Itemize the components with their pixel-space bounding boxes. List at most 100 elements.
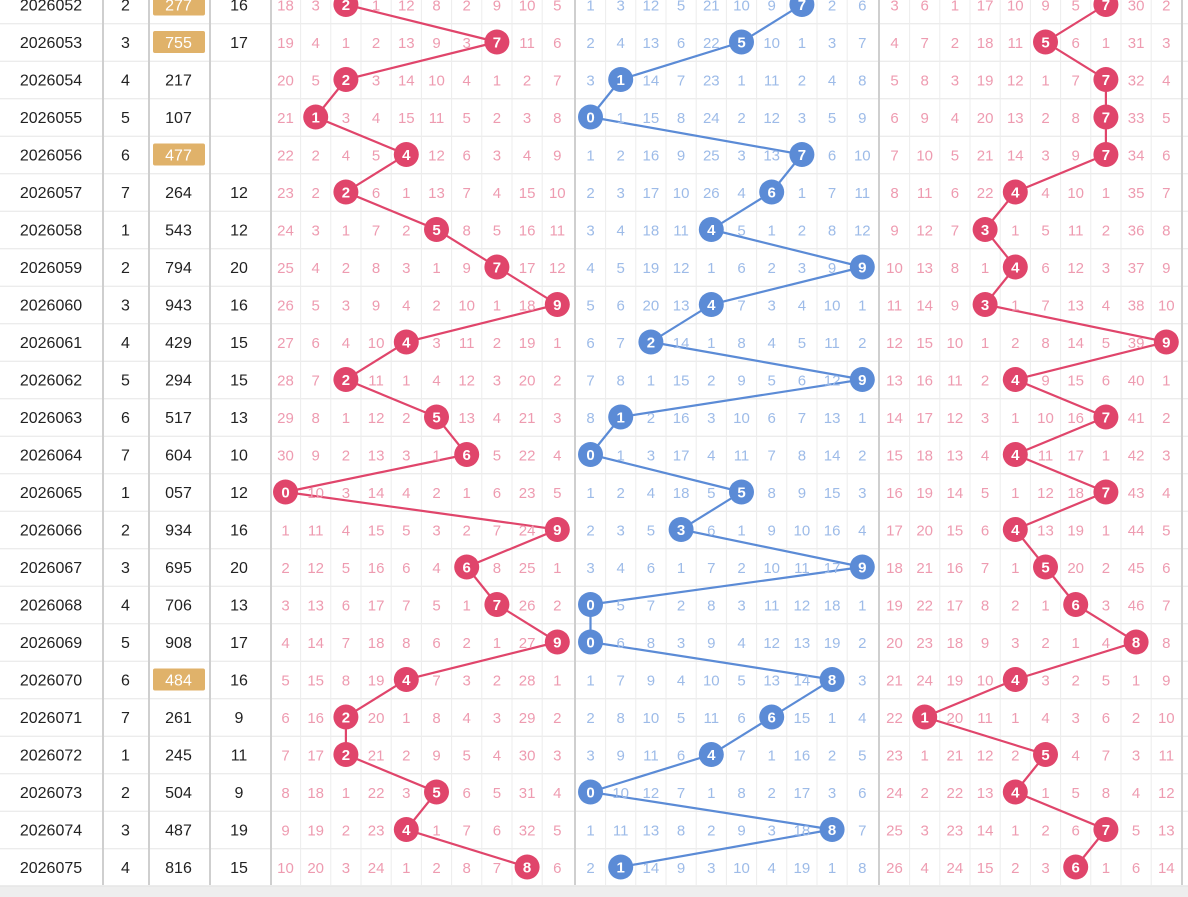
shi-miss-value: 2 bbox=[707, 823, 715, 840]
bai-miss-value: 16 bbox=[307, 710, 324, 727]
bai-miss-value: 20 bbox=[277, 73, 294, 90]
bai-miss-value: 6 bbox=[281, 710, 289, 727]
sum-value: 15 bbox=[230, 335, 248, 352]
ge-winning-digit: 7 bbox=[1102, 822, 1110, 839]
ge-miss-value: 15 bbox=[1067, 373, 1084, 390]
shi-miss-value: 18 bbox=[824, 598, 841, 615]
bai-miss-value: 6 bbox=[463, 785, 471, 802]
shi-miss-value: 8 bbox=[798, 448, 806, 465]
bai-miss-value: 7 bbox=[463, 823, 471, 840]
ge-miss-value: 30 bbox=[1128, 0, 1145, 15]
ge-miss-value: 12 bbox=[1037, 485, 1054, 502]
shi-winning-digit: 0 bbox=[586, 447, 594, 464]
bai-miss-value: 2 bbox=[432, 298, 440, 315]
ge-winning-ball bbox=[972, 292, 998, 317]
ge-miss-value: 6 bbox=[1072, 35, 1080, 52]
ge-miss-value: 40 bbox=[1128, 373, 1145, 390]
bai-winning-ball bbox=[333, 0, 359, 17]
shi-winning-digit: 6 bbox=[768, 710, 776, 727]
shi-miss-value: 19 bbox=[643, 260, 660, 277]
sum-value: 11 bbox=[231, 748, 248, 765]
ge-miss-value: 3 bbox=[1011, 635, 1019, 652]
shi-miss-value: 8 bbox=[707, 598, 715, 615]
ge-miss-value: 10 bbox=[1067, 185, 1084, 202]
draw-number: 107 bbox=[165, 110, 192, 127]
shi-winning-digit: 5 bbox=[737, 485, 745, 502]
bai-winning-digit: 0 bbox=[281, 485, 289, 502]
shi-miss-value: 3 bbox=[586, 223, 594, 240]
shi-miss-value: 1 bbox=[828, 710, 836, 727]
issue-number: 2026055 bbox=[20, 110, 82, 127]
ge-miss-value: 14 bbox=[886, 410, 903, 427]
bai-winning-digit: 4 bbox=[402, 672, 411, 689]
bai-winning-ball bbox=[454, 554, 480, 580]
shi-miss-value: 23 bbox=[703, 73, 720, 90]
bai-miss-value: 5 bbox=[553, 823, 561, 840]
ge-miss-value: 18 bbox=[1067, 485, 1084, 502]
shi-miss-value: 3 bbox=[617, 523, 625, 540]
bai-miss-value: 19 bbox=[368, 673, 385, 690]
bai-miss-value: 28 bbox=[519, 673, 536, 690]
shi-miss-value: 14 bbox=[824, 448, 841, 465]
shi-miss-value: 3 bbox=[677, 635, 685, 652]
bai-miss-value: 3 bbox=[493, 710, 501, 727]
ge-miss-value: 6 bbox=[890, 110, 898, 127]
shi-miss-value: 8 bbox=[647, 635, 655, 652]
shi-miss-value: 5 bbox=[858, 748, 866, 765]
weekday-number: 7 bbox=[121, 710, 130, 727]
ge-miss-value: 19 bbox=[916, 485, 933, 502]
shi-miss-value: 4 bbox=[617, 560, 625, 577]
shi-miss-value: 4 bbox=[737, 185, 745, 202]
draw-number: 245 bbox=[165, 748, 192, 765]
bai-miss-value: 10 bbox=[277, 860, 294, 877]
ge-miss-value: 23 bbox=[916, 635, 933, 652]
bai-miss-value: 22 bbox=[368, 785, 385, 802]
draw-number: 695 bbox=[165, 560, 192, 577]
shi-miss-value: 10 bbox=[703, 673, 720, 690]
shi-miss-value: 2 bbox=[617, 148, 625, 165]
shi-miss-value: 1 bbox=[828, 860, 836, 877]
shi-miss-value: 10 bbox=[763, 35, 780, 52]
weekday-number: 3 bbox=[121, 823, 130, 840]
shi-miss-value: 18 bbox=[643, 223, 660, 240]
shi-miss-value: 3 bbox=[798, 260, 806, 277]
shi-miss-value: 6 bbox=[737, 710, 745, 727]
sum-value: 16 bbox=[230, 523, 248, 540]
bai-miss-value: 1 bbox=[342, 785, 350, 802]
shi-miss-value: 13 bbox=[643, 35, 660, 52]
bai-miss-value: 1 bbox=[372, 0, 380, 15]
issue-number: 2026069 bbox=[20, 635, 82, 652]
shi-miss-value: 2 bbox=[828, 748, 836, 765]
bai-miss-value: 4 bbox=[493, 748, 501, 765]
bai-miss-value: 5 bbox=[493, 785, 501, 802]
ge-miss-value: 4 bbox=[1102, 635, 1110, 652]
bai-winning-digit: 6 bbox=[463, 560, 471, 577]
bai-miss-value: 13 bbox=[428, 185, 445, 202]
ge-winning-digit: 1 bbox=[921, 710, 929, 727]
ge-winning-ball bbox=[912, 704, 938, 730]
draw-number: 057 bbox=[165, 485, 192, 502]
draw-number: 484 bbox=[165, 673, 192, 690]
shi-miss-value: 11 bbox=[643, 748, 659, 765]
ge-miss-value: 24 bbox=[947, 860, 964, 877]
ge-miss-value: 7 bbox=[1041, 298, 1049, 315]
ge-winning-ball bbox=[1002, 442, 1028, 467]
bai-miss-value: 7 bbox=[553, 73, 561, 90]
bai-miss-value: 8 bbox=[402, 635, 410, 652]
bai-miss-value: 1 bbox=[402, 185, 410, 202]
bai-miss-value: 2 bbox=[402, 410, 410, 427]
shi-miss-value: 7 bbox=[737, 298, 745, 315]
winning-balls: 2 7 77 5 52 1 71 0 74 7 72 6 45 4 37 9 49 4 34 2 92 9 45 1 76 0 40… bbox=[273, 0, 1179, 880]
bai-miss-value: 30 bbox=[277, 448, 294, 465]
ge-miss-value: 6 bbox=[951, 185, 959, 202]
bai-miss-value: 9 bbox=[493, 0, 501, 15]
shi-winning-ball bbox=[608, 67, 634, 92]
weekday-number: 2 bbox=[121, 785, 130, 802]
ge-miss-value: 5 bbox=[1132, 823, 1140, 840]
sum-value: 20 bbox=[230, 260, 248, 277]
weekday-number: 6 bbox=[121, 410, 130, 427]
ge-miss-value: 15 bbox=[977, 860, 994, 877]
ge-miss-value: 13 bbox=[1067, 298, 1084, 315]
bai-miss-value: 2 bbox=[312, 185, 320, 202]
ge-miss-value: 10 bbox=[1037, 410, 1054, 427]
